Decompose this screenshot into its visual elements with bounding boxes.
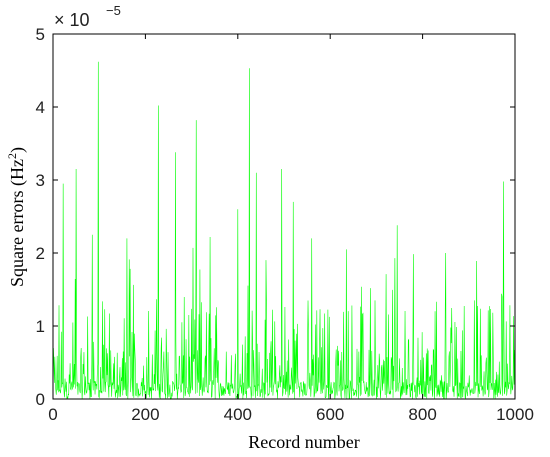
series-layer [52,61,516,400]
y-tick-label: 1 [36,317,45,336]
y-tick-label: 4 [36,98,45,117]
y-axis-label-close: ) [7,147,28,153]
y-exponent-power: −5 [106,3,121,18]
plot-frame [52,33,516,400]
x-tick-label: 200 [131,405,159,424]
x-tick-label: 600 [316,405,344,424]
y-axis-label-main: Square errors (Hz [7,159,28,287]
y-exponent-base: × 10 [54,10,90,30]
x-tick-label: 0 [48,405,57,424]
y-axis-label-group: Square errors (Hz2) [5,147,28,287]
y-tick-label: 2 [36,244,45,263]
x-tick-label: 800 [408,405,436,424]
square-error-series [52,61,516,400]
y-axis-label: Square errors (Hz2) [5,147,28,287]
y-tick-label: 0 [36,390,45,409]
y-axis-label-sup: 2 [5,153,19,159]
x-tick-label: 1000 [496,405,534,424]
tick-layer: 0 200 400 600 800 1000 0 1 2 3 4 5 [36,25,534,424]
x-tick-label: 400 [224,405,252,424]
x-axis-label: Record number [248,432,359,452]
y-tick-label: 5 [36,25,45,44]
y-tick-label: 3 [36,171,45,190]
